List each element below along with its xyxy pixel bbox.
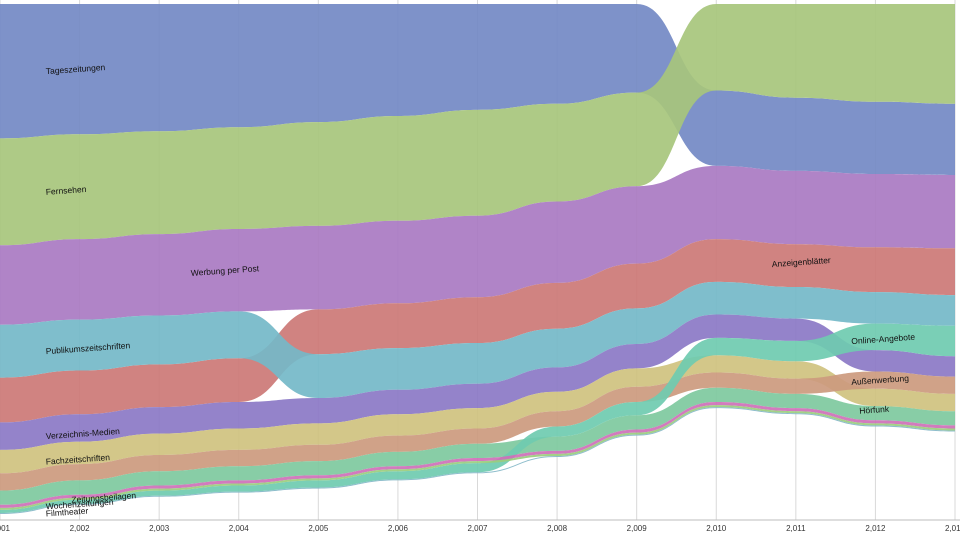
series-label: Werbung per Post <box>190 263 260 278</box>
x-axis-ticks: 2,001 2,002 2,003 2,004 2,005 2,006 2,007 2,008… <box>0 524 960 533</box>
series-label: Fachzeitschriften <box>45 452 110 466</box>
stream-band-fachzeitschriften <box>0 355 955 474</box>
stream-band-anzeigenblätter <box>0 239 955 423</box>
x-tick-label: 2,007 <box>467 524 488 533</box>
x-tick-label: 2,004 <box>229 524 250 533</box>
x-tick-label: 2,013 <box>945 524 960 533</box>
stream-band-fernsehen <box>0 4 955 246</box>
stream-band-filmtheater <box>0 407 955 514</box>
x-tick-label: 2,009 <box>627 524 648 533</box>
x-tick-label: 2,001 <box>0 524 11 533</box>
series-label: Wochenzeitungen <box>45 497 114 512</box>
stream-band-hörfunk <box>0 387 955 505</box>
series-label: Filmtheater <box>45 506 88 519</box>
x-tick-label: 2,006 <box>388 524 409 533</box>
series-label: Außenwerbung <box>851 373 909 387</box>
stream-band-online-angebote <box>0 323 955 513</box>
series-label: Anzeigenblätter <box>771 255 831 269</box>
stream-band-werbung-per-post <box>0 165 955 325</box>
series-label: Tageszeitungen <box>45 62 105 76</box>
x-tick-label: 2,012 <box>865 524 886 533</box>
series-label: Fernsehen <box>45 184 87 197</box>
x-tick-label: 2,008 <box>547 524 568 533</box>
series-label: Online-Angebote <box>851 332 916 346</box>
stream-band-tageszeitungen <box>0 4 955 175</box>
x-tick-label: 2,003 <box>149 524 170 533</box>
stream-band-verzeichnis-medien <box>0 314 955 450</box>
stream-bands <box>0 4 955 514</box>
x-tick-label: 2,005 <box>308 524 329 533</box>
stream-band-publikumszeitschriften <box>0 281 955 398</box>
stream-band-außenwerbung <box>0 371 955 491</box>
stream-band-wochenzeitungen <box>0 402 955 508</box>
x-tick-label: 2,011 <box>786 524 806 533</box>
series-label: Hörfunk <box>859 404 890 416</box>
x-tick-label: 2,002 <box>70 524 91 533</box>
x-tick-label: 2,010 <box>706 524 727 533</box>
series-label: Zeitungsbeilagen <box>71 490 137 505</box>
stream-band-zeitungsbeilagen <box>0 405 955 510</box>
